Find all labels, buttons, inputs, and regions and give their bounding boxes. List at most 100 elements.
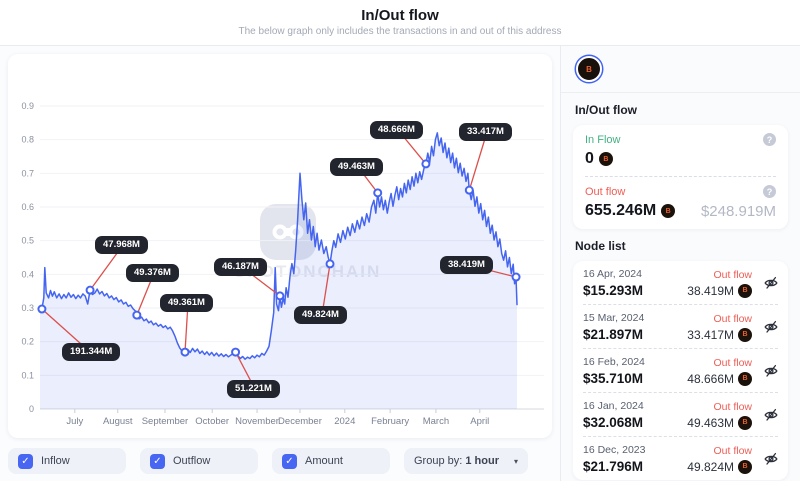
node-list-title: Node list [575,239,626,253]
node-usd-value: $32.068M [583,415,644,430]
annotation-label: 51.221M [227,380,280,398]
svg-text:0.6: 0.6 [21,202,34,212]
node-date: 16 Apr, 2024 [583,268,642,280]
annotation-label: 46.187M [214,258,267,276]
node-amount: 49.824M [687,459,734,474]
token-icon: B [738,283,752,298]
filter-toggle-label: Inflow [41,455,70,467]
svg-text:0.7: 0.7 [21,168,34,178]
token-icon: B [738,415,752,430]
annotation-label: 49.463M [330,158,383,176]
sidebar: B In/Out flow In Flow ? 0 B Out flow ? 6… [560,45,800,481]
group-by-label: Group by: 1 hour [414,455,499,467]
watermark-text: SPOTONCHAIN [234,262,404,282]
node-direction-label: Out flow [713,268,752,281]
eye-off-icon[interactable] [756,276,778,290]
node-usd-value: $35.710M [583,371,644,386]
node-date: 15 Mar, 2024 [583,312,645,324]
inflow-label: In Flow [585,133,621,146]
node-amount: 38.419M [687,283,734,298]
chart-card: SPOTONCHAIN 0 0.1 0.2 0.3 0.4 0.5 0.6 0.7 0.8 0.9… [8,54,552,438]
svg-text:April: April [470,416,489,427]
page-subtitle: The below graph only includes the transa… [238,26,562,37]
eye-off-icon[interactable] [756,364,778,378]
node-list-item[interactable]: 16 Apr, 2024 $15.293M Out flow 38.419M B [583,261,778,304]
node-list-card: 16 Apr, 2024 $15.293M Out flow 38.419M B… [573,261,788,480]
node-direction-label: Out flow [713,400,752,413]
node-date: 16 Feb, 2024 [583,356,645,368]
annotation-label: 48.666M [370,121,423,139]
node-list-item[interactable]: 15 Mar, 2024 $21.897M Out flow 33.417M B [583,304,778,348]
node-amount: 48.666M [687,371,734,386]
eye-off-icon[interactable] [756,320,778,334]
annotation-label: 49.361M [160,294,213,312]
node-direction-label: Out flow [713,312,752,325]
svg-text:March: March [423,416,449,427]
svg-text:July: July [66,416,83,427]
annotation-label: 49.376M [126,264,179,282]
token-icon: B [738,459,752,474]
svg-text:2024: 2024 [334,416,355,427]
dashed-divider [585,176,776,177]
inout-flow-chart[interactable]: 0 0.1 0.2 0.3 0.4 0.5 0.6 0.7 0.8 0.9 July August Se… [8,54,552,438]
eye-off-icon[interactable] [756,408,778,422]
node-usd-value: $21.796M [583,459,644,474]
sidebar-divider [561,92,800,93]
filter-toggle-amount[interactable]: ✓ Amount [272,448,390,474]
svg-text:October: October [195,416,229,427]
node-date: 16 Jan, 2024 [583,400,644,412]
svg-text:0.5: 0.5 [21,236,34,246]
node-usd-value: $15.293M [583,283,644,298]
filter-toggle-inflow[interactable]: ✓ Inflow [8,448,126,474]
annotation-label: 47.968M [95,236,148,254]
annotation-label: 38.419M [440,256,493,274]
svg-text:0.3: 0.3 [21,303,34,313]
annotation-label: 191.344M [62,343,121,361]
node-list-item[interactable]: 16 Dec, 2023 $21.796M Out flow 49.824M B [583,436,778,480]
svg-text:0.1: 0.1 [21,370,34,380]
token-icon: B [738,371,752,386]
node-direction-label: Out flow [713,444,752,457]
token-avatar[interactable]: B [576,56,602,82]
group-by-select[interactable]: Group by: 1 hour ▾ [404,448,528,474]
page-header: In/Out flow The below graph only include… [0,0,800,46]
chart-panel: SPOTONCHAIN 0 0.1 0.2 0.3 0.4 0.5 0.6 0.7 0.8 0.9… [0,45,560,481]
svg-text:0.8: 0.8 [21,135,34,145]
token-icon: B [598,152,613,166]
annotation-label: 49.824M [294,306,347,324]
flow-section-title: In/Out flow [575,103,637,117]
eye-off-icon[interactable] [756,452,778,466]
checkbox-checked-icon[interactable]: ✓ [282,453,297,469]
svg-text:0.2: 0.2 [21,337,34,347]
filter-toggle-label: Outflow [173,455,211,467]
checkbox-checked-icon[interactable]: ✓ [18,453,33,469]
chevron-down-icon: ▾ [513,456,518,466]
outflow-usd-value: $248.919M [700,202,776,220]
chart-controls: ✓ Inflow ✓ Outflow ✓ Amount Group by: 1 … [8,448,528,474]
inflow-value: 0 [585,150,594,167]
annotation-label: 33.417M [459,123,512,141]
svg-text:0: 0 [29,404,34,414]
svg-text:November: November [235,416,279,427]
filter-toggle-label: Amount [305,455,343,467]
help-icon[interactable]: ? [763,133,776,146]
svg-text:February: February [371,416,409,427]
checkbox-checked-icon[interactable]: ✓ [150,453,165,469]
svg-text:August: August [103,416,133,427]
node-amount: 33.417M [687,327,734,342]
svg-text:September: September [142,416,188,427]
group-by-value: 1 hour [465,455,499,467]
svg-text:December: December [278,416,322,427]
node-list-item[interactable]: 16 Feb, 2024 $35.710M Out flow 48.666M B [583,348,778,392]
node-direction-label: Out flow [713,356,752,369]
filter-toggle-outflow[interactable]: ✓ Outflow [140,448,258,474]
page-title: In/Out flow [361,7,439,24]
svg-text:0.4: 0.4 [21,269,34,279]
flow-summary-card: In Flow ? 0 B Out flow ? 655.246M B $248… [573,125,788,229]
help-icon[interactable]: ? [763,185,776,198]
node-amount: 49.463M [687,415,734,430]
outflow-value: 655.246M [585,202,657,219]
svg-text:0.9: 0.9 [21,101,34,111]
node-list-item[interactable]: 16 Jan, 2024 $32.068M Out flow 49.463M B [583,392,778,436]
